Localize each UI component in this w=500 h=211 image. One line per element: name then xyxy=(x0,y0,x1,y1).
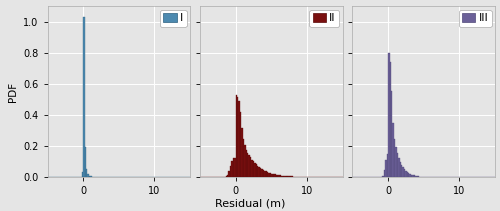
Bar xyxy=(276,175,277,177)
Bar xyxy=(248,155,250,177)
Bar xyxy=(395,147,396,177)
Bar xyxy=(272,174,274,177)
Bar xyxy=(86,169,88,177)
Bar xyxy=(286,176,287,177)
Bar xyxy=(398,158,400,177)
Y-axis label: PDF: PDF xyxy=(8,82,18,102)
Bar xyxy=(290,176,291,177)
Bar xyxy=(390,62,391,177)
Bar xyxy=(410,174,411,177)
Bar xyxy=(284,176,286,177)
Bar xyxy=(405,171,406,177)
Bar xyxy=(83,17,84,177)
Bar xyxy=(414,176,415,177)
Bar xyxy=(238,101,240,177)
Bar xyxy=(247,153,248,177)
Bar xyxy=(237,97,238,177)
Bar xyxy=(270,173,272,177)
Bar xyxy=(230,166,232,177)
Bar xyxy=(268,173,270,177)
Bar xyxy=(386,154,388,177)
Bar xyxy=(242,139,244,177)
Bar xyxy=(401,165,402,177)
Bar xyxy=(416,176,418,177)
Bar xyxy=(256,164,257,177)
Bar xyxy=(281,176,282,177)
Bar xyxy=(257,166,258,177)
Bar xyxy=(282,176,284,177)
Bar xyxy=(89,176,90,177)
Bar xyxy=(233,158,234,177)
Bar xyxy=(252,161,254,177)
Bar xyxy=(232,161,233,177)
Bar xyxy=(234,158,235,177)
Bar xyxy=(264,171,266,177)
Bar xyxy=(226,176,227,177)
Bar xyxy=(240,112,242,177)
Bar xyxy=(384,170,386,177)
Bar xyxy=(400,162,401,177)
Bar xyxy=(260,168,262,177)
Bar xyxy=(90,176,92,177)
Bar xyxy=(258,167,260,177)
Bar xyxy=(408,173,410,177)
Bar xyxy=(82,172,83,177)
Bar xyxy=(278,175,280,177)
Bar xyxy=(244,145,246,177)
Bar xyxy=(396,153,398,177)
Bar xyxy=(291,176,292,177)
Bar xyxy=(415,176,416,177)
Bar xyxy=(287,176,288,177)
Bar xyxy=(402,167,404,177)
Bar xyxy=(274,174,276,177)
Bar xyxy=(412,175,414,177)
Bar xyxy=(391,91,392,177)
Bar xyxy=(254,163,256,177)
Bar xyxy=(288,176,290,177)
Bar xyxy=(404,169,405,177)
Bar xyxy=(262,170,264,177)
Bar xyxy=(392,123,394,177)
Legend: I: I xyxy=(160,10,186,27)
Text: Residual (m): Residual (m) xyxy=(215,199,285,209)
Bar xyxy=(394,139,395,177)
Bar xyxy=(250,157,252,177)
Bar xyxy=(88,174,89,177)
Bar xyxy=(418,176,420,177)
Legend: III: III xyxy=(458,10,492,27)
Bar xyxy=(228,171,230,177)
Bar xyxy=(236,95,237,177)
Bar xyxy=(277,175,278,177)
Bar xyxy=(227,175,228,177)
Bar xyxy=(388,53,390,177)
Bar xyxy=(411,174,412,177)
Bar xyxy=(266,171,267,177)
Bar xyxy=(246,150,247,177)
Bar xyxy=(382,176,384,177)
Bar xyxy=(406,172,408,177)
Bar xyxy=(280,175,281,177)
Bar xyxy=(84,147,86,177)
Bar xyxy=(267,172,268,177)
Legend: II: II xyxy=(310,10,339,27)
